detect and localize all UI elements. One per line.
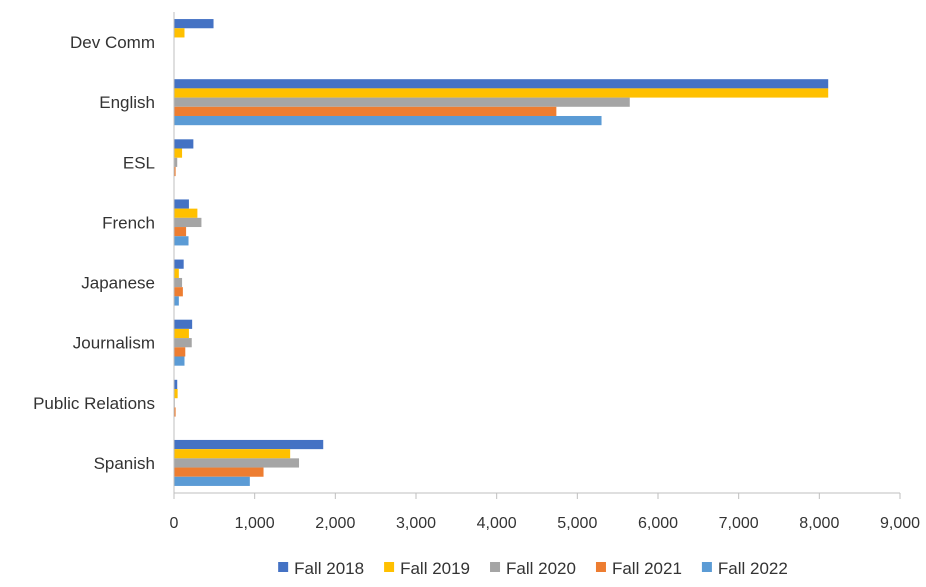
x-tick-label: 0 [170,515,179,532]
bars-layer [174,19,829,486]
bar-fall-2018 [174,379,178,390]
legend-swatch [701,562,712,572]
legend-label: Fall 2021 [612,559,682,578]
x-tick-label: 6,000 [638,515,678,532]
legend-label: Fall 2022 [718,559,788,578]
category-label: English [99,93,155,112]
bar-fall-2020 [174,458,300,468]
bar-fall-2022 [174,296,179,306]
category-label: Spanish [94,454,155,473]
x-tick-label: 9,000 [880,515,920,532]
bar-fall-2019 [174,28,185,38]
bar-fall-2022 [174,476,250,486]
bar-fall-2018 [174,319,193,329]
category-label: French [102,213,155,232]
legend-swatch [490,562,501,572]
x-tick-label: 8,000 [799,515,839,532]
category-label: Japanese [81,274,155,293]
legend-swatch [278,562,289,572]
x-axis: 0 1,000 2,000 3,000 4,000 5,000 6,000 7,000 8,00… [170,492,920,532]
legend: Fall 2018 Fall 2019 Fall 2020 Fall 2021 Fall… [278,559,788,578]
bar-fall-2019 [174,389,178,399]
bar-fall-2019 [174,148,183,158]
bar-fall-2018 [174,199,189,209]
x-tick-label: 7,000 [719,515,759,532]
x-tick-label: 4,000 [477,515,517,532]
bar-fall-2020 [174,338,192,348]
x-tick-label: 1,000 [235,515,275,532]
bar-fall-2018 [174,139,194,149]
bar-fall-2019 [174,449,291,459]
category-labels: Dev Comm English ESL French Japanese Journali… [33,33,155,473]
legend-swatch [595,562,606,572]
x-tick-label: 2,000 [315,515,355,532]
bar-fall-2022 [174,115,602,126]
bar-fall-2021 [174,347,186,357]
bar-fall-2020 [174,97,630,107]
category-label: Journalism [73,334,155,353]
x-tick-label: 5,000 [557,515,597,532]
bar-fall-2019 [174,328,189,339]
bar-fall-2018 [174,259,184,269]
bar-fall-2020 [174,157,178,167]
bar-fall-2019 [174,88,829,98]
bar-fall-2019 [174,268,179,278]
bar-fall-2021 [174,467,264,477]
bar-fall-2020 [174,217,202,228]
category-label: ESL [123,153,155,172]
bar-fall-2018 [174,79,829,89]
bar-fall-2018 [174,439,324,450]
category-label: Public Relations [33,394,155,413]
legend-label: Fall 2020 [506,559,576,578]
bar-fall-2019 [174,208,198,218]
bar-fall-2021 [174,407,176,417]
legend-label: Fall 2019 [400,559,470,578]
bar-fall-2022 [174,356,185,366]
bar-fall-2018 [174,19,214,29]
bar-fall-2022 [174,236,189,246]
legend-swatch [384,562,395,572]
bar-fall-2021 [174,287,183,297]
legend-label: Fall 2018 [294,559,364,578]
category-label: Dev Comm [70,33,155,52]
bar-fall-2021 [174,106,557,116]
bar-fall-2020 [174,277,183,288]
bar-fall-2021 [174,166,176,177]
bar-fall-2021 [174,227,187,237]
x-tick-label: 3,000 [396,515,436,532]
